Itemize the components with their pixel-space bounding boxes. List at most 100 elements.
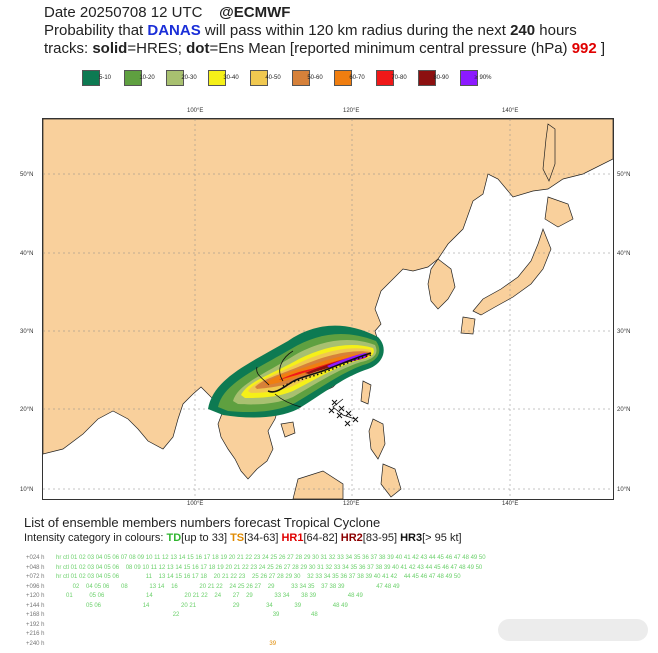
member-list: hr ctl 01 02 03 04 05 06 11 13 14 15 16 … bbox=[56, 574, 461, 580]
prob-post: hours bbox=[535, 22, 577, 39]
legend-label: 50-60 bbox=[307, 75, 323, 81]
lat-label-50n-left: 50°N bbox=[20, 172, 34, 178]
legend-swatch bbox=[460, 70, 478, 86]
ensemble-row: +096 h 02 04 05 06 08 13 14 16 20 21 22 … bbox=[26, 583, 486, 593]
header-line-2: Probability that DANAS will pass within … bbox=[44, 22, 577, 39]
member-list: 01 05 06 14 20 21 22 24 27 29 33 34 38 3… bbox=[56, 593, 363, 599]
lon-label-140e-top: 140°E bbox=[502, 108, 519, 114]
lat-label-10n-right: 10°N bbox=[617, 487, 631, 493]
cat-hr2-range: [83-95] bbox=[362, 532, 398, 544]
legend-label: 5-10 bbox=[99, 75, 112, 81]
lon-label-120e-bottom: 120°E bbox=[343, 501, 360, 507]
legend-item: 5-10 bbox=[72, 70, 112, 86]
land-japan-honshu bbox=[472, 227, 552, 316]
lat-label-20n-left: 20°N bbox=[20, 407, 34, 413]
legend-item: 50-60 bbox=[282, 70, 323, 86]
member-list: 05 06 14 20 21 29 34 39 48 49 bbox=[56, 602, 348, 609]
cat-ts: TS bbox=[230, 532, 245, 544]
land-hainan bbox=[280, 421, 296, 438]
cat-td: TD bbox=[166, 532, 182, 544]
track-branch-3 bbox=[274, 393, 302, 408]
lead-time: +096 h bbox=[26, 583, 45, 590]
lat-label-10n-left: 10°N bbox=[20, 487, 34, 493]
header-line-3: tracks: solid=HRES; dot=Ens Mean [report… bbox=[44, 40, 605, 57]
lead-time: +072 h bbox=[26, 574, 45, 580]
solid-word: solid bbox=[92, 40, 128, 57]
legend-item: 60-70 bbox=[324, 70, 365, 86]
lead-time: +192 h bbox=[26, 621, 45, 628]
legend-label: ≥ 90% bbox=[474, 75, 492, 81]
tracks-pre: tracks: bbox=[44, 40, 93, 57]
lead-time: +144 h bbox=[26, 602, 45, 609]
legend-swatch bbox=[124, 70, 142, 86]
land-korea bbox=[427, 258, 456, 310]
lead-time: +168 h bbox=[26, 612, 45, 618]
lead-time: +024 h bbox=[26, 555, 45, 561]
legend-item: 10-20 bbox=[114, 70, 155, 86]
ensemble-row: +072 h hr ctl 01 02 03 04 05 06 11 13 14 … bbox=[26, 573, 486, 583]
land-philippines-luzon bbox=[368, 418, 386, 460]
legend-label: 70-80 bbox=[391, 75, 407, 81]
lon-label-120e-top: 120°E bbox=[343, 108, 360, 114]
cat-hr2: HR2 bbox=[340, 532, 363, 544]
cat-intro: Intensity category in colours: bbox=[24, 532, 167, 544]
ensemble-row: +216 h bbox=[26, 630, 486, 640]
hours-value: 240 bbox=[510, 22, 536, 39]
legend-label: 10-20 bbox=[139, 75, 155, 81]
track-branch-1 bbox=[279, 350, 294, 382]
lon-label-100e-bottom: 100°E bbox=[187, 501, 204, 507]
lat-label-40n-right: 40°N bbox=[617, 251, 631, 257]
legend-swatch bbox=[334, 70, 352, 86]
strike-probability-map bbox=[43, 119, 613, 499]
land-japan-kyushu bbox=[460, 316, 476, 335]
map-frame bbox=[42, 118, 614, 500]
member-list: 02 04 05 06 08 13 14 16 20 21 22 24 25 2… bbox=[56, 583, 400, 590]
legend-item: 40-50 bbox=[240, 70, 281, 86]
member-list: hr ctl 01 02 03 04 05 06 07 08 09 10 11 … bbox=[56, 555, 486, 561]
land-sakhalin bbox=[542, 123, 556, 182]
dot-word: dot bbox=[186, 40, 210, 57]
probability-legend: 5-10 10-20 20-30 30-40 40-50 50-60 60-70… bbox=[72, 70, 491, 86]
storm-name: DANAS bbox=[147, 22, 201, 39]
ensemble-row: +240 h 39 bbox=[26, 640, 486, 650]
legend-label: 80-90 bbox=[433, 75, 449, 81]
lat-label-20n-right: 20°N bbox=[617, 407, 631, 413]
lead-time: +120 h bbox=[26, 593, 45, 599]
member-list: 22 39 48 bbox=[56, 612, 318, 618]
legend-swatch bbox=[418, 70, 436, 86]
ensemble-row: +192 h bbox=[26, 621, 486, 631]
lon-label-100e-top: 100°E bbox=[187, 108, 204, 114]
prob-pre: Probability that bbox=[44, 22, 148, 39]
ensemble-list-title: List of ensemble members numbers forecas… bbox=[24, 515, 381, 530]
forecast-date: Date 20250708 12 UTC bbox=[44, 4, 203, 21]
ensemble-row: +120 h 01 05 06 14 20 21 22 24 27 29 33 … bbox=[26, 592, 486, 602]
pressure-value: 992 bbox=[571, 40, 597, 57]
cat-hr3-range: [> 95 kt] bbox=[422, 532, 462, 544]
ensemble-row: +168 h 22 39 48 bbox=[26, 611, 486, 621]
land-japan-hokkaido bbox=[544, 196, 574, 228]
lat-label-50n-right: 50°N bbox=[617, 172, 631, 178]
ens-mean-track bbox=[280, 354, 372, 388]
legend-swatch bbox=[250, 70, 268, 86]
ensemble-row: +024 h hr ctl 01 02 03 04 05 06 07 08 09 … bbox=[26, 554, 486, 564]
legend-swatch bbox=[376, 70, 394, 86]
land-taiwan bbox=[360, 380, 372, 405]
prob-mid: will pass within 120 km radius during th… bbox=[200, 22, 511, 39]
member-list: 39 bbox=[56, 640, 277, 647]
lat-label-30n-left: 30°N bbox=[20, 329, 34, 335]
hres-track bbox=[267, 352, 372, 393]
land-philippines-south bbox=[380, 463, 402, 498]
legend-label: 20-30 bbox=[181, 75, 197, 81]
land-mainland bbox=[43, 119, 613, 480]
legend-label: 60-70 bbox=[349, 75, 365, 81]
header-line-1: Date 20250708 12 UTC @ECMWF bbox=[44, 4, 290, 21]
legend-label: 30-40 bbox=[223, 75, 239, 81]
map-grid bbox=[43, 119, 613, 499]
lat-label-30n-right: 30°N bbox=[617, 329, 631, 335]
intensity-category-line: Intensity category in colours: TD[up to … bbox=[24, 532, 462, 544]
lead-time: +048 h bbox=[26, 564, 45, 571]
legend-label: 40-50 bbox=[265, 75, 281, 81]
cat-hr1: HR1 bbox=[281, 532, 304, 544]
ensemble-rows: +024 h hr ctl 01 02 03 04 05 06 07 08 09 … bbox=[26, 554, 486, 649]
track-branch-2 bbox=[256, 366, 270, 386]
